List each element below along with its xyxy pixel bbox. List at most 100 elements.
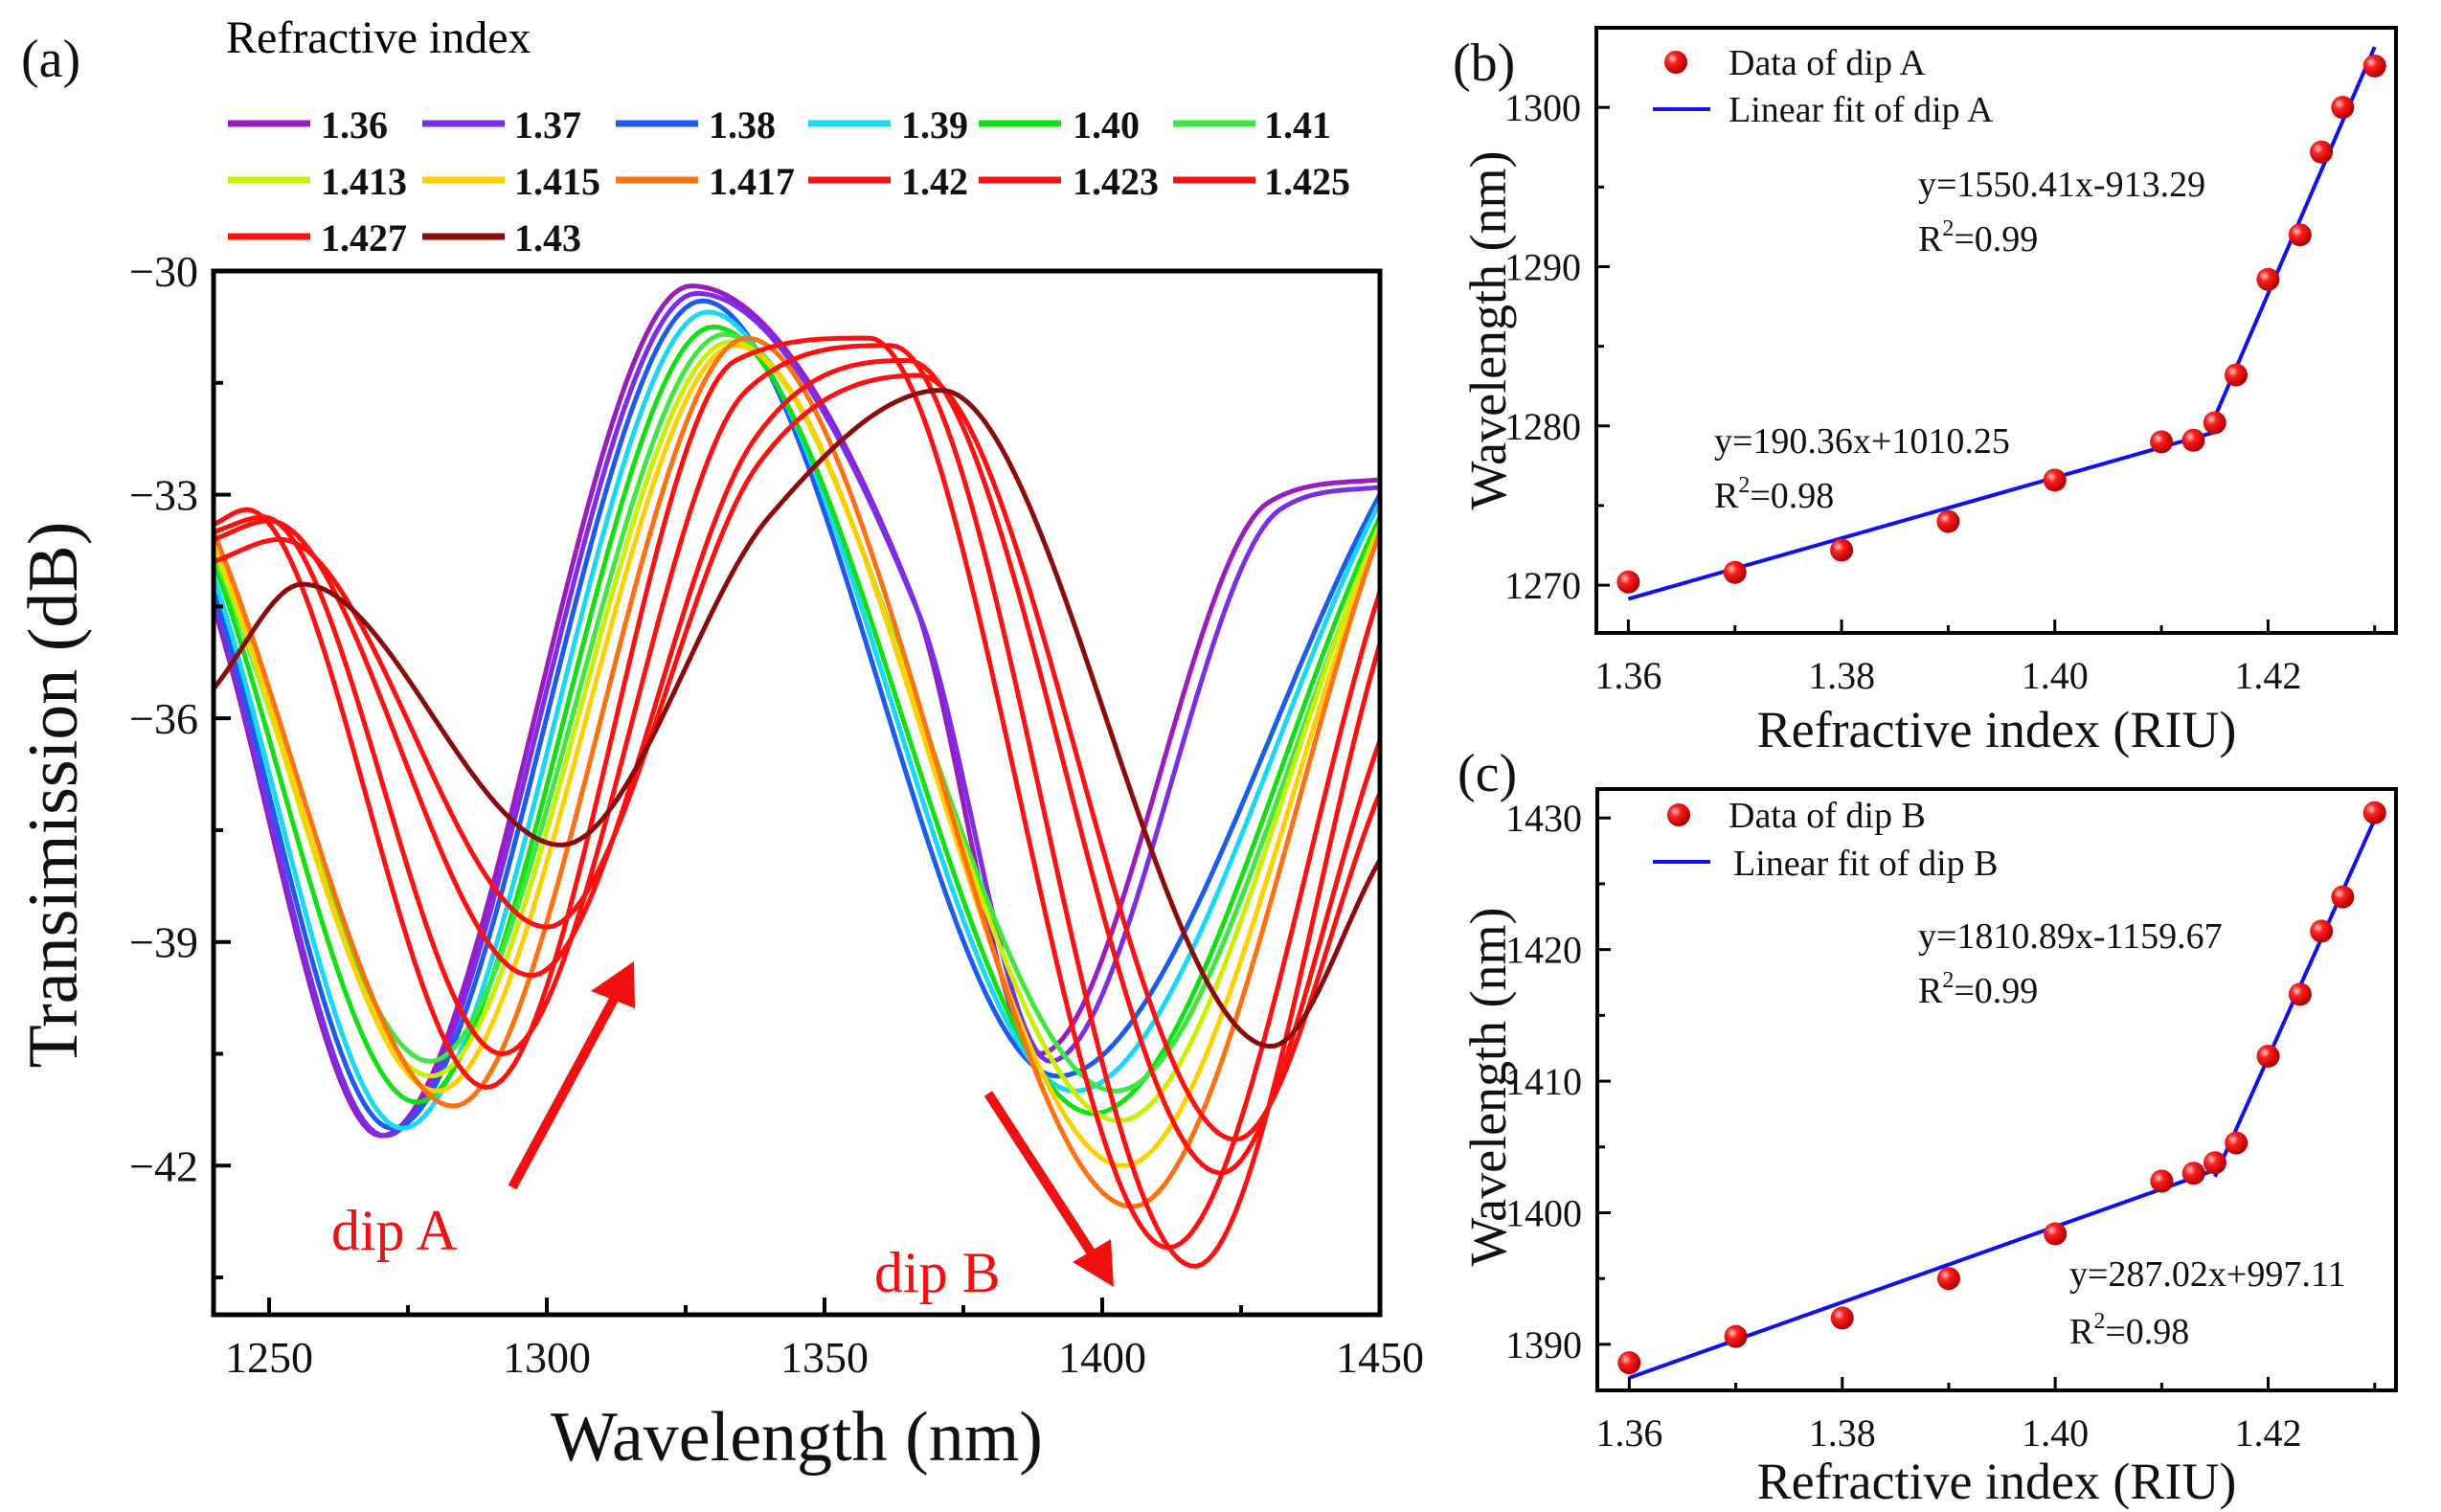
x-tick-label: 1.36 — [1595, 1411, 1662, 1455]
legend-label-1.413: 1.413 — [321, 160, 407, 203]
legend-fit-b: Linear fit of dip A — [1729, 90, 1994, 130]
legend-label-1.425: 1.425 — [1264, 160, 1350, 203]
legend-label-1.415: 1.415 — [514, 160, 600, 203]
y-tick-label: −36 — [129, 694, 198, 743]
data-point — [2203, 1151, 2226, 1175]
x-tick-label: 1250 — [225, 1333, 313, 1382]
legend-label-1.38: 1.38 — [709, 103, 776, 147]
plot-b: 1.36 1.38 1.40 1.42 1270 1280 1290 1300 — [1504, 26, 2398, 697]
x-tick-label: 1450 — [1336, 1333, 1424, 1382]
r2-b-upper: R2=0.99 — [1918, 216, 2038, 260]
legend-label-1.423: 1.423 — [1073, 160, 1159, 203]
data-point — [2362, 54, 2386, 78]
data-point — [2331, 885, 2355, 909]
legend-label-1.40: 1.40 — [1073, 103, 1140, 147]
data-point — [1936, 1267, 1960, 1291]
data-point — [2225, 363, 2248, 387]
data-point — [2256, 1044, 2280, 1068]
x-tick-label: 1350 — [780, 1333, 869, 1382]
annotation-dip-b: dip B — [874, 1241, 1001, 1304]
data-point — [1617, 1351, 1641, 1375]
y-axis-label-a: Transimission (dB) — [14, 522, 93, 1069]
data-point — [2288, 223, 2312, 247]
y-tick-label: 1400 — [1505, 1191, 1582, 1234]
annotation-dip-a: dip A — [331, 1199, 458, 1262]
r2-c-upper: R2=0.99 — [1918, 968, 2038, 1011]
legend-a: 1.36 1.37 1.38 1.39 1.40 1.41 1.413 1.415 1.417 1… — [228, 103, 1350, 260]
legend-title: Refractive index — [226, 12, 531, 63]
data-point — [2288, 982, 2312, 1006]
equation-c-upper: y=1810.89x-1159.67 — [1918, 916, 2223, 957]
legend-label-1.42: 1.42 — [901, 160, 968, 203]
series-line-1.417 — [214, 335, 1380, 1209]
x-axis-label-b: Refractive index (RIU) — [1757, 701, 2237, 758]
data-point — [2044, 1222, 2068, 1246]
y-tick-label: 1420 — [1505, 929, 1582, 972]
x-tick-label: 1.36 — [1594, 654, 1661, 697]
y-tick-label: 1290 — [1504, 245, 1581, 288]
series-line-1.415 — [214, 343, 1380, 1168]
data-point — [2310, 919, 2334, 943]
r2-b-lower: R2=0.98 — [1714, 473, 1834, 516]
data-point — [2043, 468, 2067, 492]
plot-frame-a — [211, 268, 1383, 1318]
legend-label-1.43: 1.43 — [514, 216, 581, 260]
arrow-dip-b — [983, 1091, 1114, 1287]
legend-label-1.37: 1.37 — [514, 103, 581, 147]
x-tick-label: 1.40 — [2022, 654, 2089, 697]
legend-label-1.427: 1.427 — [321, 216, 407, 260]
data-point — [1723, 560, 1747, 584]
plot-frame — [1594, 26, 2398, 635]
panel-a-label: (a) — [21, 30, 80, 89]
data-point — [2181, 1162, 2205, 1185]
y-tick-label: −33 — [129, 471, 198, 520]
plot-a: 1250 1300 1350 1400 1450 −30 −33 −36 −39 −42 — [129, 247, 1424, 1382]
series-line-1.42 — [214, 335, 1380, 1251]
y-tick-label: 1430 — [1505, 797, 1582, 840]
x-tick-label: 1.38 — [1808, 654, 1875, 697]
x-tick-label: 1300 — [503, 1333, 591, 1382]
panel-c-label: (c) — [1458, 744, 1517, 803]
series-line-1.413 — [214, 339, 1380, 1124]
plot-c: 1.36 1.38 1.40 1.42 1390 1400 1410 1420 1430 — [1505, 787, 2398, 1455]
panel-b-label: (b) — [1453, 34, 1515, 93]
x-axis-label-a: Wavelength (nm) — [551, 1398, 1043, 1477]
series-line-1.425 — [214, 357, 1380, 1176]
legend-marker-b — [1664, 51, 1687, 74]
legend-label-1.417: 1.417 — [709, 160, 795, 203]
y-tick-label: −42 — [129, 1141, 198, 1190]
data-point — [1616, 570, 1640, 594]
arrow-dip-a — [508, 961, 635, 1190]
series-line-1.427 — [214, 372, 1380, 1142]
equation-b-upper: y=1550.41x-913.29 — [1918, 165, 2205, 205]
y-tick-label: 1280 — [1504, 405, 1581, 448]
series-line-1.43 — [214, 388, 1380, 1049]
y-tick-label: 1270 — [1504, 564, 1581, 607]
series-line-1.36 — [214, 283, 1380, 1139]
legend-fit-c: Linear fit of dip B — [1733, 844, 1998, 884]
equation-b-lower: y=190.36x+1010.25 — [1714, 421, 2010, 462]
series-line-1.38 — [214, 298, 1380, 1131]
x-tick-label: 1.40 — [2022, 1411, 2089, 1455]
data-point — [2225, 1131, 2249, 1155]
r2-c-lower: R2=0.98 — [2069, 1309, 2189, 1352]
legend-label-1.36: 1.36 — [321, 103, 388, 147]
data-point — [2150, 430, 2174, 454]
data-point — [2181, 428, 2205, 452]
data-point — [2256, 267, 2280, 291]
y-axis-label-b: Wavelength (nm) — [1459, 150, 1517, 509]
legend-label-1.39: 1.39 — [901, 103, 968, 147]
plot-frame — [1595, 787, 2398, 1392]
series-group — [214, 283, 1380, 1269]
equation-c-lower: y=287.02x+997.11 — [2069, 1254, 2345, 1295]
data-point — [1724, 1324, 1748, 1348]
data-point — [1830, 1306, 1854, 1330]
data-point — [2203, 411, 2226, 435]
y-axis-label-c: Wavelength (nm) — [1459, 907, 1517, 1266]
legend-scatter-c: Data of dip B — [1729, 796, 1926, 836]
x-axis-label-c: Refractive index (RIU) — [1757, 1453, 2237, 1510]
legend-marker-c — [1667, 803, 1690, 826]
x-tick-label: 1.42 — [2235, 1411, 2302, 1455]
data-point — [2150, 1169, 2174, 1193]
